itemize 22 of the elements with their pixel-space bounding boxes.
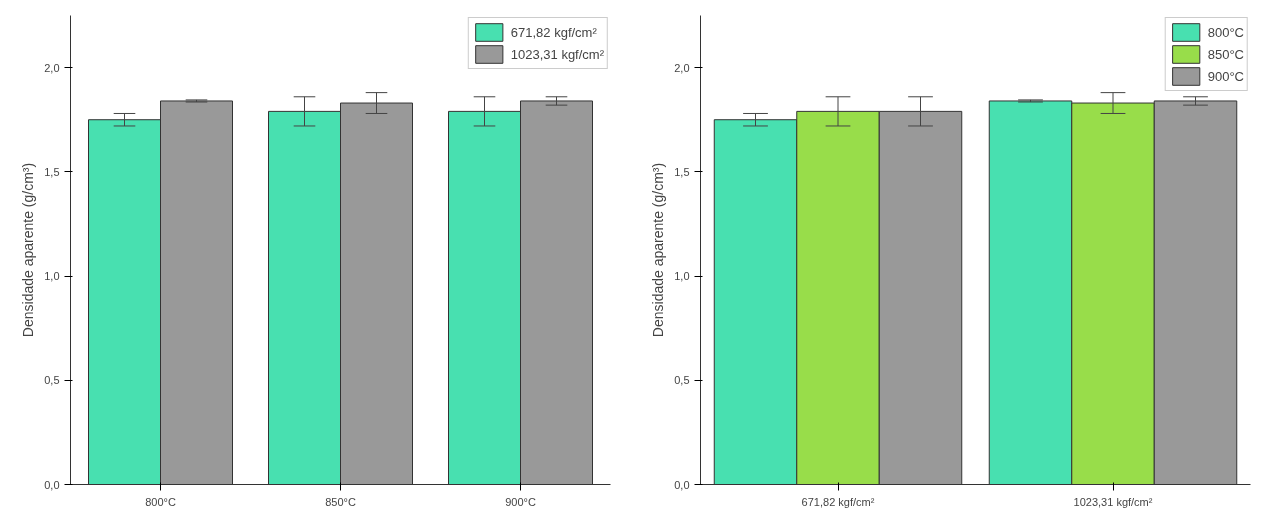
y-tick-label: 1,5	[674, 165, 690, 178]
y-axis-title: Densidade aparente (g/cm³)	[650, 162, 667, 338]
legend-label: 800°C	[1207, 24, 1244, 40]
y-tick-label: 2,0	[44, 61, 60, 74]
legend-label: 671,82 kgf/cm²	[510, 24, 597, 40]
y-axis-title: Densidade aparente (g/cm³)	[20, 162, 37, 338]
y-tick-label: 0,5	[674, 374, 690, 387]
y-tick-label: 0,0	[674, 478, 690, 491]
legend-label: 900°C	[1207, 68, 1244, 84]
x-tick-label: 671,82 kgf/cm²	[801, 495, 875, 508]
x-tick-label: 900°C	[505, 495, 536, 508]
x-tick-label: 1023,31 kgf/cm²	[1073, 495, 1153, 508]
y-tick-label: 0,5	[44, 374, 60, 387]
x-tick-label: 850°C	[325, 495, 356, 508]
legend-label: 1023,31 kgf/cm²	[510, 46, 604, 62]
y-tick-label: 0,0	[44, 478, 60, 491]
y-tick-label: 1,0	[674, 270, 690, 283]
legend-label: 850°C	[1207, 46, 1244, 62]
x-tick-label: 800°C	[145, 495, 176, 508]
y-tick-label: 1,5	[44, 165, 60, 178]
y-tick-label: 2,0	[674, 61, 690, 74]
y-tick-label: 1,0	[44, 270, 60, 283]
